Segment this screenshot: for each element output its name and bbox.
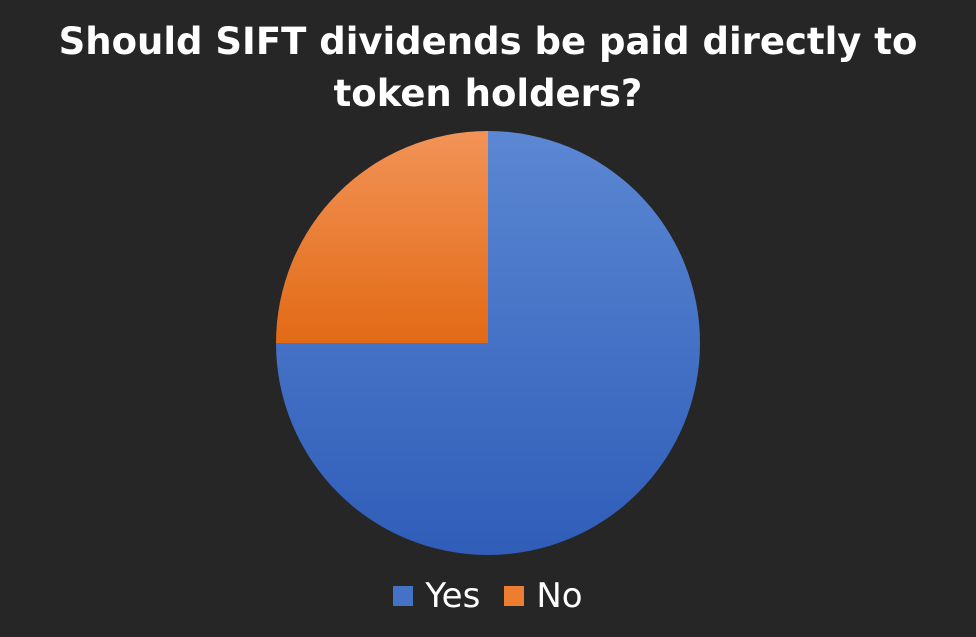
- chart-title: Should SIFT dividends be paid directly t…: [58, 20, 918, 115]
- legend-item-yes: Yes: [393, 576, 480, 616]
- chart-legend: Yes No: [0, 576, 976, 616]
- legend-swatch: [393, 586, 414, 606]
- legend-label: Yes: [425, 576, 481, 616]
- legend-item-no: No: [504, 576, 583, 616]
- legend-swatch: [504, 586, 525, 606]
- pie-slice-no: [276, 131, 488, 343]
- legend-label: No: [536, 576, 583, 616]
